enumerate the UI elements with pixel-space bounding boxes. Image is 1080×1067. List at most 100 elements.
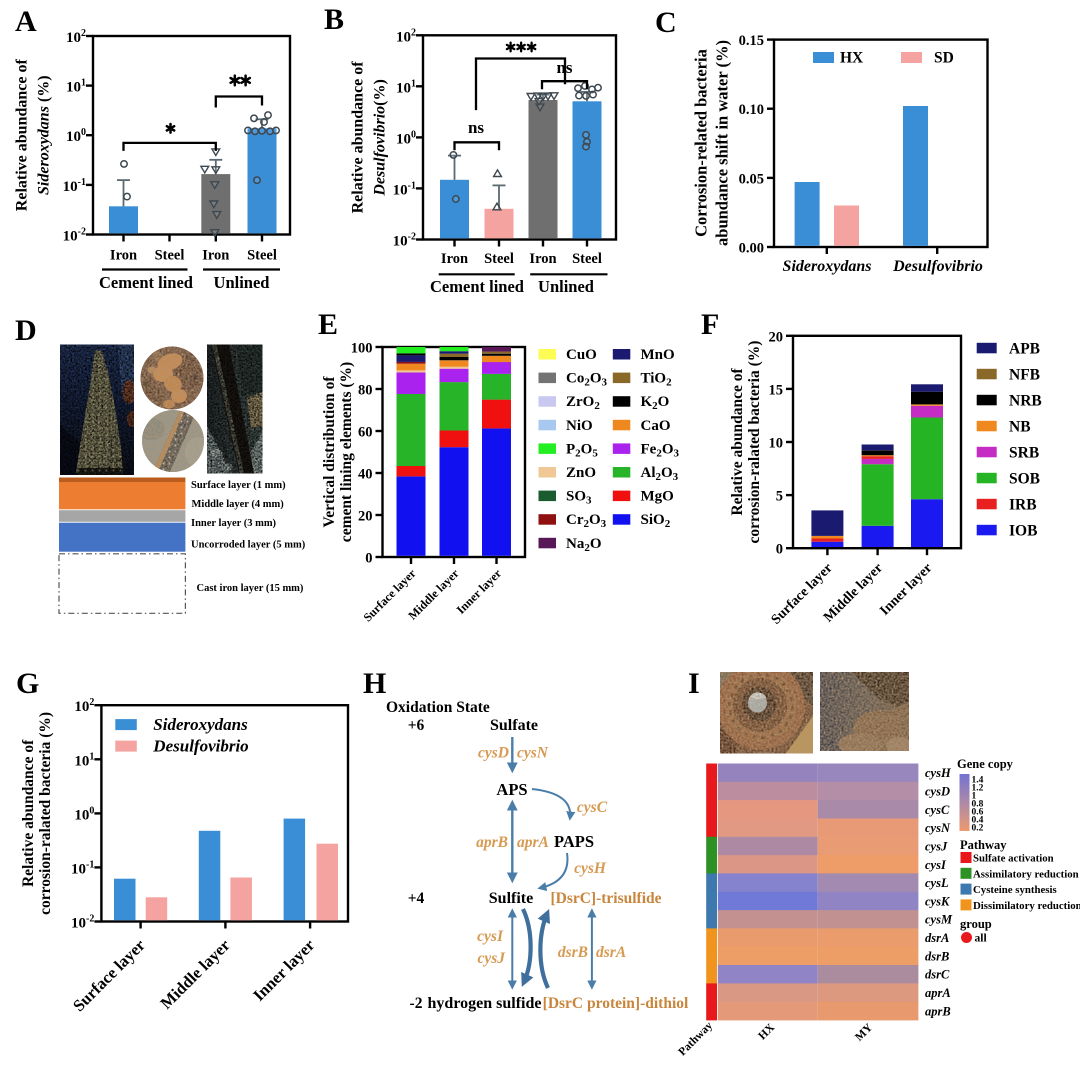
svg-text:cysD: cysD	[925, 785, 950, 799]
svg-text:101: 101	[74, 751, 94, 769]
svg-text:all: all	[975, 933, 987, 945]
svg-text:60: 60	[358, 425, 373, 441]
svg-text:Sulfate activation: Sulfate activation	[973, 853, 1054, 865]
svg-text:NFB: NFB	[1009, 366, 1040, 383]
svg-text:Sulfite: Sulfite	[489, 890, 533, 907]
svg-text:Cr2​O3​: Cr2​O3​	[566, 512, 607, 530]
svg-text:NiO: NiO	[566, 418, 593, 434]
svg-text:cysK: cysK	[925, 894, 951, 908]
svg-text:group: group	[960, 917, 992, 931]
svg-text:Pathway: Pathway	[960, 838, 1007, 852]
svg-text:Desulfovibrio: Desulfovibrio	[892, 258, 983, 275]
svg-text:Middle layer (4 mm): Middle layer (4 mm)	[192, 499, 285, 510]
svg-text:Iron: Iron	[202, 248, 229, 264]
svg-text:aprB: aprB	[476, 834, 508, 851]
svg-text:A: A	[15, 5, 37, 38]
svg-text:-2: -2	[410, 995, 423, 1012]
svg-text:+6: +6	[408, 717, 425, 734]
svg-text:0.4: 0.4	[972, 816, 984, 826]
svg-text:0.6: 0.6	[972, 808, 984, 818]
svg-text:TiO2​: TiO2​	[641, 371, 673, 389]
svg-text:I: I	[688, 667, 700, 700]
svg-text:Relative abundance of: Relative abundance of	[20, 739, 37, 887]
svg-text:Steel: Steel	[484, 251, 514, 267]
svg-text:1: 1	[972, 792, 977, 802]
svg-text:abundance shift in water (%): abundance shift in water (%)	[712, 40, 731, 246]
svg-text:Inner layer (3 mm): Inner layer (3 mm)	[191, 518, 277, 529]
svg-text:Cast iron layer (15 mm): Cast iron layer (15 mm)	[197, 583, 304, 594]
svg-text:1.4: 1.4	[972, 776, 984, 786]
svg-text:cysC: cysC	[925, 803, 950, 817]
svg-text:100: 100	[351, 341, 373, 357]
svg-text:cysJ: cysJ	[925, 839, 948, 853]
svg-text:Sideroxydans: Sideroxydans	[153, 715, 248, 734]
svg-text:Iron: Iron	[441, 251, 468, 267]
svg-text:hydrogen sulfide: hydrogen sulfide	[428, 995, 542, 1012]
svg-text:G: G	[16, 667, 39, 700]
svg-text:15: 15	[769, 382, 784, 398]
svg-text:5: 5	[776, 489, 783, 505]
svg-text:ns: ns	[468, 118, 484, 137]
svg-text:Sideroxydans (%): Sideroxydans (%)	[36, 75, 53, 195]
svg-text:ZnO: ZnO	[566, 465, 596, 481]
svg-text:dsrB: dsrB	[925, 949, 949, 963]
svg-text:0.00: 0.00	[739, 241, 764, 257]
svg-text:+4: +4	[408, 890, 425, 907]
svg-text:Gene copy: Gene copy	[957, 757, 1014, 771]
svg-text:Sulfate: Sulfate	[490, 717, 538, 734]
svg-text:Sideroxydans: Sideroxydans	[783, 258, 872, 275]
svg-text:Unlined: Unlined	[538, 277, 594, 296]
svg-text:MgO: MgO	[641, 489, 674, 505]
svg-text:Desulfovibrio(%): Desulfovibrio(%)	[372, 79, 389, 196]
svg-text:APB: APB	[1009, 340, 1040, 357]
svg-text:cysN: cysN	[517, 745, 549, 762]
svg-text:H: H	[363, 667, 386, 700]
svg-text:0.10: 0.10	[739, 102, 764, 118]
svg-text:IRB: IRB	[1009, 496, 1037, 513]
svg-text:B: B	[324, 3, 344, 36]
svg-text:0.05: 0.05	[739, 171, 764, 187]
svg-text:Corrosion-related bacteria: Corrosion-related bacteria	[691, 49, 710, 237]
svg-text:0.8: 0.8	[972, 800, 984, 810]
svg-text:Unlined: Unlined	[214, 273, 270, 292]
svg-text:IOB: IOB	[1009, 522, 1037, 539]
svg-text:Surface layer (1 mm): Surface layer (1 mm)	[191, 480, 286, 491]
svg-text:102: 102	[74, 697, 94, 715]
svg-text:Steel: Steel	[155, 248, 185, 264]
svg-text:40: 40	[358, 467, 373, 483]
svg-text:C: C	[655, 6, 677, 39]
svg-text:ZrO2​: ZrO2​	[566, 394, 600, 412]
svg-text:cysH: cysH	[574, 860, 607, 877]
svg-text:Assimilatory reduction: Assimilatory reduction	[973, 868, 1079, 880]
svg-text:aprA: aprA	[925, 986, 951, 1000]
svg-text:aprB: aprB	[925, 1004, 951, 1018]
svg-text:aprA: aprA	[517, 834, 549, 851]
svg-text:P2​O5​: P2​O5​	[566, 441, 598, 459]
svg-text:D: D	[15, 314, 37, 347]
svg-text:F: F	[701, 308, 719, 341]
svg-text:Co2​O3​: Co2​O3​	[566, 371, 608, 389]
svg-text:Relative abundance of: Relative abundance of	[729, 368, 746, 516]
svg-text:Desulfovibrio: Desulfovibrio	[152, 737, 248, 756]
svg-text:PAPS: PAPS	[554, 832, 594, 851]
svg-text:HX: HX	[840, 50, 864, 67]
svg-text:SD: SD	[934, 50, 954, 67]
svg-text:cement lining elements (%): cement lining elements (%)	[338, 362, 355, 542]
svg-text:[DsrC protein]-dithiol: [DsrC protein]-dithiol	[543, 995, 689, 1012]
svg-text:SO3​: SO3​	[566, 489, 592, 507]
svg-text:cysI: cysI	[477, 928, 504, 945]
svg-text:cysC: cysC	[577, 799, 608, 816]
svg-text:Iron: Iron	[529, 251, 556, 267]
svg-text:Steel: Steel	[247, 248, 277, 264]
svg-text:Al2​O3​: Al2​O3​	[641, 465, 679, 483]
svg-text:100: 100	[74, 805, 94, 823]
svg-text:Relative abundance of: Relative abundance of	[14, 59, 31, 212]
svg-text:Uncorroded layer (5 mm): Uncorroded layer (5 mm)	[191, 540, 306, 551]
svg-text:SiO2​: SiO2​	[641, 512, 671, 530]
svg-text:NB: NB	[1009, 418, 1031, 435]
svg-text:CuO: CuO	[566, 347, 597, 363]
svg-text:cysM: cysM	[925, 913, 953, 927]
svg-text:dsrA: dsrA	[596, 944, 626, 961]
svg-text:dsrA: dsrA	[925, 931, 949, 945]
svg-text:0.15: 0.15	[739, 33, 764, 49]
